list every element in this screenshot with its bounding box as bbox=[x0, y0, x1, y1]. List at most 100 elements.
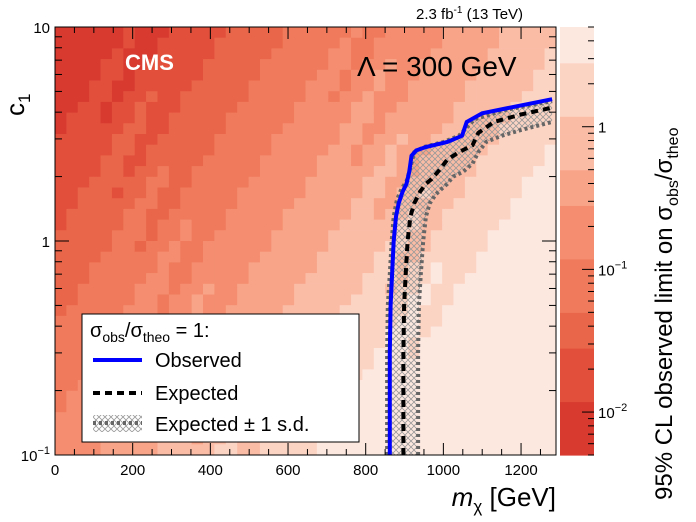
heatmap-cell bbox=[66, 305, 79, 317]
heatmap-cell bbox=[362, 166, 375, 178]
heatmap-cell bbox=[316, 294, 329, 306]
heatmap-cell bbox=[510, 412, 523, 424]
heatmap-cell bbox=[521, 401, 534, 413]
heatmap-cell bbox=[351, 230, 364, 242]
heatmap-cell bbox=[259, 283, 272, 296]
heatmap-cell bbox=[305, 134, 318, 146]
heatmap-cell bbox=[305, 69, 318, 82]
heatmap-cell bbox=[328, 80, 341, 92]
heatmap-cell bbox=[294, 187, 307, 199]
heatmap-cell bbox=[533, 176, 546, 189]
heatmap-cell bbox=[191, 262, 204, 274]
heatmap-cell bbox=[533, 123, 546, 135]
color-bar-segment bbox=[560, 205, 594, 224]
heatmap-cell bbox=[294, 230, 307, 242]
heatmap-cell bbox=[180, 27, 193, 39]
heatmap-cell bbox=[237, 59, 250, 71]
heatmap-cell bbox=[362, 315, 375, 328]
heatmap-cell bbox=[237, 155, 250, 167]
heatmap-cell bbox=[66, 422, 79, 435]
heatmap-cell bbox=[146, 37, 159, 49]
heatmap-cell bbox=[328, 262, 341, 274]
heatmap-cell bbox=[419, 101, 432, 114]
heatmap-cell bbox=[430, 80, 443, 92]
heatmap-cell bbox=[168, 59, 181, 71]
heatmap-cell bbox=[180, 166, 193, 178]
heatmap-cell bbox=[111, 283, 124, 296]
heatmap-cell bbox=[339, 91, 352, 103]
heatmap-cell bbox=[134, 219, 147, 231]
heatmap-cell bbox=[442, 315, 455, 328]
heatmap-cell bbox=[442, 198, 455, 210]
heatmap-cell bbox=[123, 176, 136, 189]
z-tick-label: 10−2 bbox=[598, 402, 627, 422]
heatmap-cell bbox=[373, 219, 386, 231]
heatmap-cell bbox=[89, 176, 102, 189]
heatmap-cell bbox=[123, 251, 136, 263]
z-axis-title: 95% CL observed limit on σobs/σtheo bbox=[651, 127, 682, 500]
heatmap-cell bbox=[487, 219, 500, 231]
heatmap-cell bbox=[430, 348, 443, 360]
heatmap-cell bbox=[544, 155, 556, 167]
heatmap-cell bbox=[316, 48, 329, 60]
heatmap-cell bbox=[487, 37, 500, 49]
heatmap-cell bbox=[294, 101, 307, 114]
heatmap-cell bbox=[55, 123, 67, 135]
heatmap-cell bbox=[66, 166, 79, 178]
heatmap-cell bbox=[373, 369, 386, 381]
heatmap-cell bbox=[191, 134, 204, 146]
heatmap-cell bbox=[533, 380, 546, 392]
heatmap-cell bbox=[464, 230, 477, 242]
heatmap-cell bbox=[339, 273, 352, 285]
heatmap-cell bbox=[55, 59, 67, 71]
heatmap-cell bbox=[373, 433, 386, 445]
heatmap-cell bbox=[214, 101, 227, 114]
heatmap-cell bbox=[544, 27, 556, 39]
heatmap-cell bbox=[442, 444, 455, 455]
heatmap-cell bbox=[533, 444, 546, 455]
heatmap-cell bbox=[214, 283, 227, 296]
heatmap-cell bbox=[544, 123, 556, 135]
heatmap-cell bbox=[442, 112, 455, 124]
heatmap-cell bbox=[55, 208, 67, 221]
heatmap-cell bbox=[77, 155, 90, 167]
heatmap-cell bbox=[100, 241, 113, 253]
heatmap-cell bbox=[419, 326, 432, 338]
heatmap-cell bbox=[248, 155, 261, 167]
heatmap-cell bbox=[510, 198, 523, 210]
heatmap-cell bbox=[77, 91, 90, 103]
heatmap-cell bbox=[544, 422, 556, 435]
heatmap-cell bbox=[419, 69, 432, 82]
heatmap-cell bbox=[146, 305, 159, 317]
heatmap-cell bbox=[191, 294, 204, 306]
heatmap-cell bbox=[487, 208, 500, 221]
heatmap-cell bbox=[499, 134, 512, 146]
heatmap-cell bbox=[282, 230, 295, 242]
heatmap-cell bbox=[134, 444, 147, 455]
heatmap-cell bbox=[362, 27, 375, 39]
heatmap-cell bbox=[282, 69, 295, 82]
heatmap-cell bbox=[510, 48, 523, 60]
heatmap-cell bbox=[328, 187, 341, 199]
heatmap-cell bbox=[294, 219, 307, 231]
heatmap-cell bbox=[89, 241, 102, 253]
heatmap-cell bbox=[328, 69, 341, 82]
heatmap-cell bbox=[55, 134, 67, 146]
heatmap-cell bbox=[521, 187, 534, 199]
heatmap-cell bbox=[453, 176, 466, 189]
heatmap-cell bbox=[362, 112, 375, 124]
heatmap-cell bbox=[100, 134, 113, 146]
heatmap-cell bbox=[487, 412, 500, 424]
heatmap-cell bbox=[168, 230, 181, 242]
heatmap-cell bbox=[271, 241, 284, 253]
expected-line bbox=[401, 105, 553, 455]
heatmap-cell bbox=[282, 262, 295, 274]
heatmap-cell bbox=[168, 251, 181, 263]
heatmap-cell bbox=[373, 390, 386, 403]
heatmap-cell bbox=[407, 91, 420, 103]
heatmap-cell bbox=[282, 155, 295, 167]
heatmap-cell bbox=[339, 305, 352, 317]
heatmap-cell bbox=[203, 166, 216, 178]
heatmap-cell bbox=[259, 101, 272, 114]
heatmap-cell bbox=[487, 241, 500, 253]
